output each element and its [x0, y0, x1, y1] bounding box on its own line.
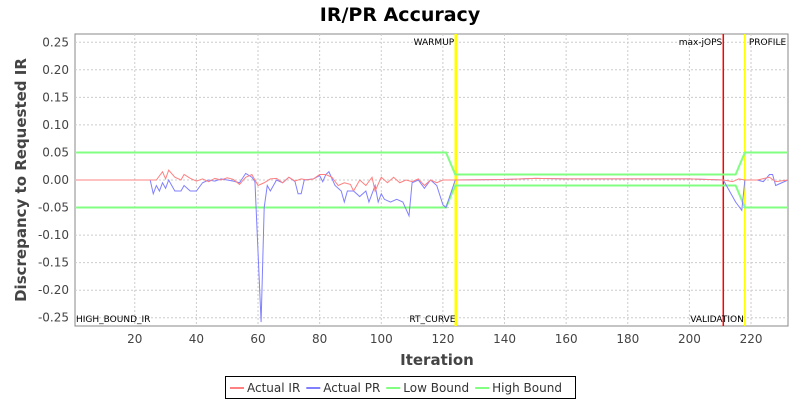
- y-tick-label: -0.05: [38, 201, 69, 215]
- marker-label: VALIDATION: [690, 315, 744, 325]
- y-tick-label: -0.15: [38, 256, 69, 270]
- x-tick-label: 220: [740, 332, 763, 346]
- x-axis-label: Iteration: [400, 351, 474, 369]
- y-tick-label: -0.25: [38, 311, 69, 325]
- y-tick-label: -0.20: [38, 283, 69, 297]
- y-axis-label: Discrepancy to Requested IR: [12, 58, 30, 302]
- legend-entry: High Bound: [492, 381, 562, 395]
- series-line-low-bound: [76, 184, 788, 209]
- y-tick-label: 0.25: [42, 35, 69, 49]
- legend-entry: Low Bound: [403, 381, 469, 395]
- corner-label: HIGH_BOUND_IR: [76, 315, 150, 325]
- x-tick-label: 160: [555, 332, 578, 346]
- y-tick-label: 0.00: [42, 173, 69, 187]
- x-tick-label: 60: [250, 332, 265, 346]
- legend-entry: Actual PR: [323, 381, 380, 395]
- marker-label: WARMUP: [414, 38, 455, 48]
- legend: [225, 376, 576, 399]
- marker-label: RT_CURVE: [409, 315, 455, 325]
- x-tick-label: 120: [431, 332, 454, 346]
- y-tick-label: -0.10: [38, 228, 69, 242]
- x-tick-label: 100: [370, 332, 393, 346]
- y-tick-label: 0.20: [42, 63, 69, 77]
- series-line-high-bound: [76, 151, 788, 176]
- series-line-actual-ir: [76, 169, 789, 193]
- y-tick-label: 0.15: [42, 90, 69, 104]
- y-tick-label: 0.05: [42, 145, 69, 159]
- x-tick-label: 80: [312, 332, 327, 346]
- x-tick-label: 180: [616, 332, 639, 346]
- x-tick-label: 40: [189, 332, 204, 346]
- marker-label: PROFILE: [749, 38, 787, 48]
- x-tick-label: 20: [127, 332, 142, 346]
- chart-title: IR/PR Accuracy: [320, 4, 481, 26]
- legend-entry: Actual IR: [247, 381, 300, 395]
- marker-label: max-jOPS: [679, 38, 723, 48]
- x-tick-label: 200: [678, 332, 701, 346]
- x-tick-label: 140: [493, 332, 516, 346]
- y-tick-label: 0.10: [42, 118, 69, 132]
